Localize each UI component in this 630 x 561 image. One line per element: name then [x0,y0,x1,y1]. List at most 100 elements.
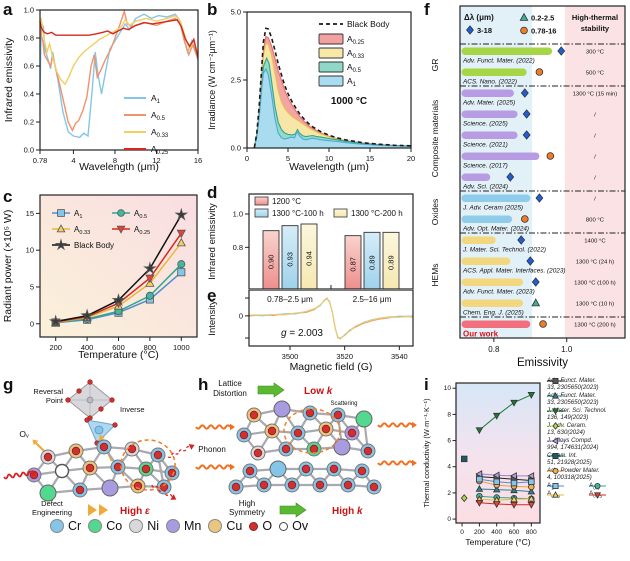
panel-letter-g: g [3,375,14,394]
y-axis: 0 2 4 6 8 10 Thermal conductivity (W·m⁻¹·K⁻¹) [422,385,456,523]
panel-letter-f: f [424,0,430,19]
panel-letter-i: i [424,375,429,394]
panel-b-irradiance-chart: 0 5 10 15 20 Wavelength (μm) 0.0 2.5 5.0 Irradian… [207,8,415,174]
svg-text:A0.5: A0.5 [134,209,147,220]
svg-text:0.78: 0.78 [33,156,48,165]
svg-text:GR: GR [430,59,440,72]
svg-text:Adv. Funct. Mater. (2023): Adv. Funct. Mater. (2023) [462,289,535,296]
svg-text:0.8: 0.8 [488,345,500,354]
svg-text:1.0: 1.0 [233,210,243,219]
svg-text:HEMs: HEMs [430,263,440,286]
svg-text:0: 0 [30,319,34,328]
series [248,297,414,340]
svg-text:Wavelength (μm): Wavelength (μm) [79,161,159,173]
svg-text:A0.5: A0.5 [151,110,166,122]
svg-text:Black Body: Black Body [347,19,390,29]
svg-text:5: 5 [286,154,290,163]
svg-text:1300 °C (200 h): 1300 °C (200 h) [574,323,616,329]
series [48,207,189,328]
svg-text:3500: 3500 [282,352,299,361]
svg-text:1.0: 1.0 [561,345,573,354]
svg-text:8: 8 [113,156,117,165]
svg-text:600: 600 [509,529,520,536]
legend-entry: Adv. Funct. Mater. 33, 2305650(2023) [547,392,599,406]
symmetric-lattice [228,460,382,495]
tetrahedron [84,417,118,446]
svg-text:0.94: 0.94 [305,251,314,266]
svg-text:Oᵥ: Oᵥ [19,429,29,439]
svg-text:2: 2 [447,490,451,497]
svg-text:Irradiance (W cm⁻²μm⁻¹): Irradiance (W cm⁻²μm⁻¹) [207,30,217,130]
svg-text:1300 °C (15 min): 1300 °C (15 min) [573,92,618,98]
svg-text:0.4: 0.4 [24,90,34,99]
svg-text:10: 10 [444,385,452,392]
svg-text:A0.5: A0.5 [347,62,362,74]
svg-text:15: 15 [366,154,374,163]
svg-text:5.0: 5.0 [231,8,241,17]
svg-text:0: 0 [239,311,243,320]
svg-text:1300 °C-200 h: 1300 °C-200 h [351,209,403,218]
svg-text:1400 °C: 1400 °C [584,239,606,245]
svg-text:Phonon: Phonon [198,445,226,454]
svg-text:2.5: 2.5 [231,76,241,85]
rows: Adv. Funct. Mater. (2022) 300 °C ACS. Nano… [461,46,618,339]
legend-entry: J. Mater. Sci. Technol. 136, 149(2023) [547,407,607,421]
svg-text:0.90: 0.90 [267,255,276,270]
svg-text:ACS. Appl. Mater. Interfaces.: ACS. Appl. Mater. Interfaces. (2023) [462,268,566,275]
svg-text:800 °C: 800 °C [586,218,605,224]
svg-text:0.6: 0.6 [24,62,34,71]
octahedron [65,379,115,421]
svg-text:Magnetic field (G): Magnetic field (G) [290,361,373,373]
atom-legend-item: O [249,519,272,533]
svg-text:Temperature (°C): Temperature (°C) [465,537,530,547]
svg-text:0: 0 [245,154,249,163]
legend-entry: A1 [547,482,589,490]
svg-text:1300 °C-100 h: 1300 °C-100 h [272,209,324,218]
legend-entry: A0.5 [589,482,630,490]
svg-text:Our work: Our work [463,330,499,339]
svg-text:200: 200 [474,529,485,536]
svg-text:A1: A1 [74,209,82,220]
panel-f-literature-comparison-chart: Adv. Funct. Mater. (2022) 300 °C ACS. Nano… [430,5,626,369]
svg-text:200: 200 [49,343,62,352]
svg-text:Adv. Opt. Mater. (2024): Adv. Opt. Mater. (2024) [462,226,529,233]
svg-text:A0.25: A0.25 [151,144,169,156]
svg-text:Point: Point [46,396,64,405]
svg-text:300 °C: 300 °C [586,50,605,56]
svg-text:0.87: 0.87 [349,257,358,272]
svg-text:J. Mater. Sci. Technol. (2022): J. Mater. Sci. Technol. (2022) [462,247,546,254]
svg-text:3-18: 3-18 [477,26,492,35]
svg-text:Scattering: Scattering [330,401,357,407]
distorted-lattice [236,400,376,461]
svg-text:Thermal conductivity (W·m⁻¹·K⁻: Thermal conductivity (W·m⁻¹·K⁻¹) [422,398,431,507]
svg-text:J. Adv. Ceram (2025): J. Adv. Ceram (2025) [462,205,523,212]
svg-text:2.5–16 μm: 2.5–16 μm [353,295,392,304]
svg-text:1.0: 1.0 [24,6,34,15]
x-axis: 0.78 4 8 12 16 Wavelength (μm) [33,150,202,173]
svg-text:0.8: 0.8 [233,243,243,252]
y-axis: 0 Intensity [207,297,249,339]
svg-text:Defect: Defect [41,499,64,508]
svg-text:/: / [594,197,596,203]
svg-text:Chem. Eng. J. (2025): Chem. Eng. J. (2025) [463,310,524,317]
svg-text:A0.33: A0.33 [74,225,90,236]
svg-text:Symmetry: Symmetry [229,508,265,517]
svg-text:High-thermal: High-thermal [572,13,618,22]
legend-entry: J. Adv. Ceram. 13, 630(2024) [547,422,587,436]
svg-text:1300 °C (100 h): 1300 °C (100 h) [574,281,616,287]
svg-text:0.2-2.5: 0.2-2.5 [531,14,554,23]
svg-text:0.0: 0.0 [231,144,241,153]
svg-text:0.89: 0.89 [368,255,377,270]
svg-text:0: 0 [447,516,451,523]
atom-legend-item: Cr [50,519,81,533]
svg-text:ACS. Nano. (2022): ACS. Nano. (2022) [462,79,517,86]
svg-text:600: 600 [112,343,125,352]
x-axis: 200 400 600 800 1000 Temperature (°C) [49,337,190,361]
svg-text:Wavelength (μm): Wavelength (μm) [289,161,369,173]
